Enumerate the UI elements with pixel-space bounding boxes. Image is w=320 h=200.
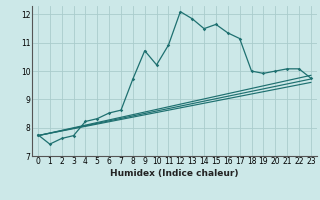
X-axis label: Humidex (Indice chaleur): Humidex (Indice chaleur) [110,169,239,178]
